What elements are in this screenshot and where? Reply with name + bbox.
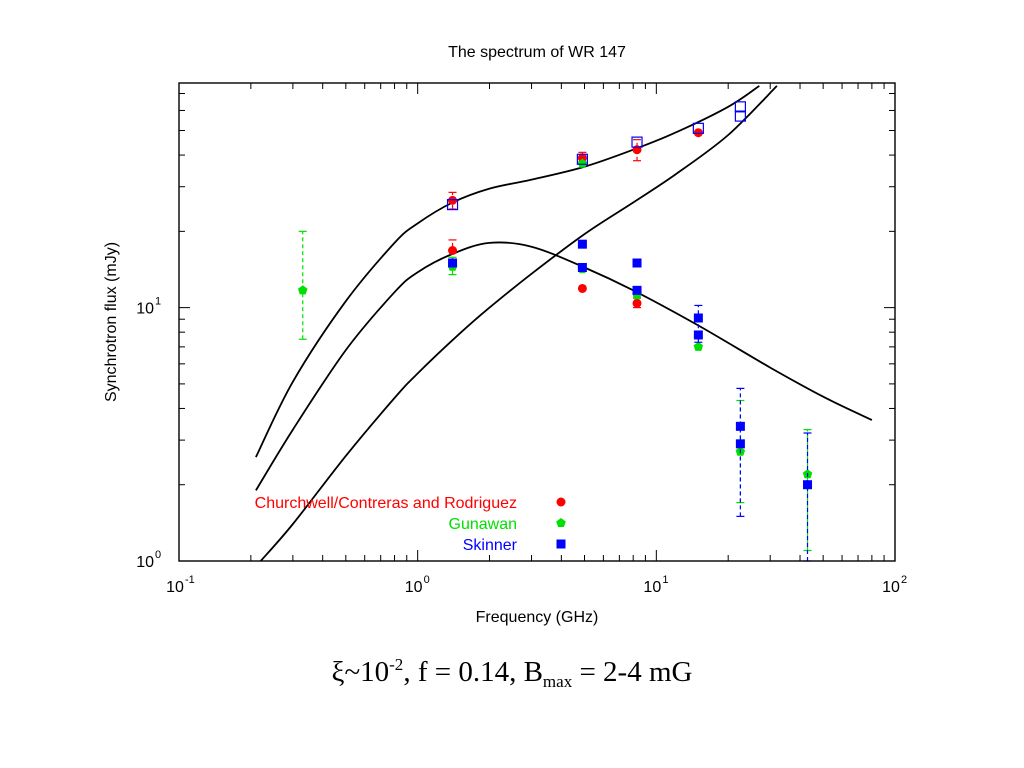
legend-label: Gunawan <box>449 516 518 533</box>
x-tick-label: 10 <box>405 579 423 596</box>
y-tick-label: 10 <box>136 554 154 571</box>
x-tick-label: 10 <box>882 579 900 596</box>
y-axis-label: Synchrotron flux (mJy) <box>103 242 120 402</box>
legend-marker <box>556 539 566 549</box>
data-point <box>734 110 746 122</box>
data-points <box>298 101 813 562</box>
x-tick-label-exponent: 0 <box>424 574 430 586</box>
model-curve-low-frequency <box>255 241 873 491</box>
legend-label: Churchwell/Contreras and Rodriguez <box>255 495 517 512</box>
axis-ticks <box>178 83 895 562</box>
legend-marker <box>556 518 566 527</box>
series-2 <box>448 239 813 562</box>
data-point <box>298 285 308 295</box>
data-point <box>693 330 703 340</box>
series-1 <box>298 158 813 552</box>
data-point <box>577 153 587 163</box>
data-point <box>448 258 458 268</box>
x-tick-label-exponent: -1 <box>185 574 195 586</box>
data-point <box>632 258 642 268</box>
x-tick-label: 10 <box>166 579 184 596</box>
data-point <box>576 153 588 165</box>
x-tick-label-exponent: 1 <box>662 574 668 586</box>
data-point <box>448 195 458 205</box>
model-curve-high-frequency <box>260 85 778 561</box>
data-point <box>631 136 643 148</box>
parameter-caption: ξ~10-2, f = 0.14, Bmax = 2-4 mG <box>0 655 1024 692</box>
data-point <box>577 283 587 293</box>
y-tick-label: 10 <box>136 301 154 318</box>
data-point <box>577 158 588 168</box>
data-point <box>803 480 813 490</box>
series-3 <box>446 101 746 211</box>
x-axis-tick-labels: 10 -1 10 0 10 1 10 2 <box>166 574 907 596</box>
data-point <box>735 439 745 449</box>
data-point <box>735 421 745 431</box>
x-tick-label-exponent: 2 <box>901 574 907 586</box>
caption-b-value: = 2-4 mG <box>572 656 693 688</box>
data-point <box>448 246 458 256</box>
y-tick-label-exponent: 0 <box>155 549 161 561</box>
model-curves <box>255 85 873 561</box>
plot-area <box>178 83 895 562</box>
data-point <box>632 285 642 295</box>
chart-title: The spectrum of WR 147 <box>448 44 626 61</box>
caption-rest: , f = 0.14, B <box>403 656 543 688</box>
data-point <box>577 262 587 272</box>
plot-frame <box>178 82 896 562</box>
caption-xi-exponent: -2 <box>389 655 404 674</box>
caption-b-subscript: max <box>542 672 573 691</box>
y-tick-label-exponent: 1 <box>155 296 161 308</box>
data-point <box>632 298 642 308</box>
data-point <box>692 122 704 134</box>
x-tick-label: 10 <box>643 579 661 596</box>
x-axis-label: Frequency (GHz) <box>476 609 599 626</box>
data-point <box>446 199 459 211</box>
legend-label: Skinner <box>463 537 518 554</box>
data-point <box>693 341 704 351</box>
model-curve-total <box>255 85 760 458</box>
data-point <box>693 313 703 323</box>
data-point <box>577 239 587 249</box>
caption-xi: ξ~10 <box>331 656 390 688</box>
data-point <box>734 101 746 113</box>
legend-marker <box>556 497 566 507</box>
series-0 <box>448 128 703 309</box>
legend: Churchwell/Contreras and Rodriguez Gunawa… <box>255 495 566 554</box>
